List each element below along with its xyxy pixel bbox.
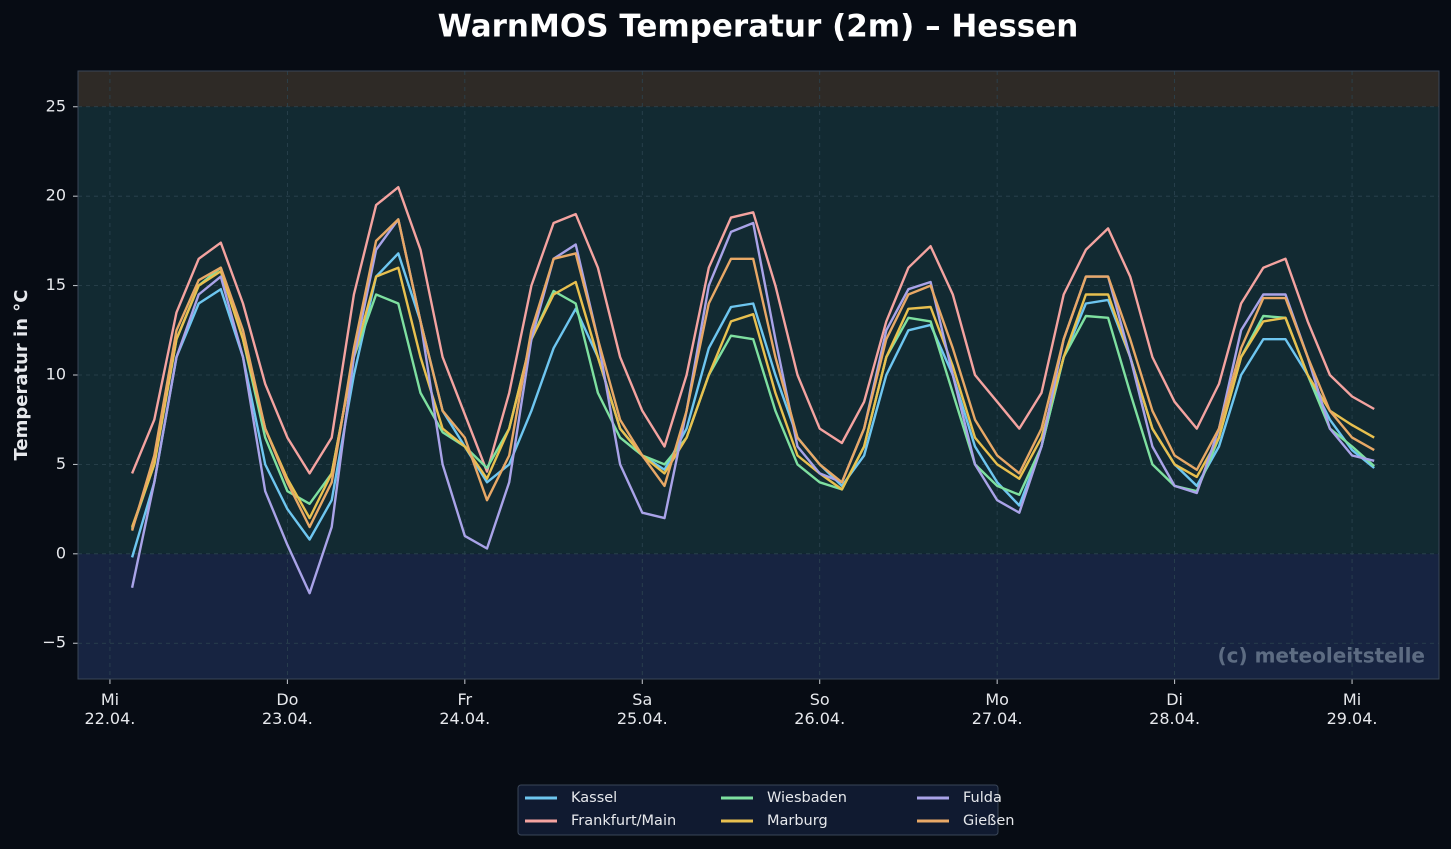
y-tick-label: 5: [56, 454, 66, 473]
legend-label: Marburg: [767, 813, 828, 829]
threshold-band: [78, 71, 1439, 107]
x-tick-label: Mo 27.04.: [972, 690, 1023, 728]
x-tick-label: So 26.04.: [794, 690, 845, 728]
x-tick-label: Di 28.04.: [1149, 690, 1200, 728]
y-tick-label: 0: [56, 543, 66, 562]
series-line: [130, 218, 1375, 595]
y-tick-label: 20: [46, 186, 66, 205]
legend: Kassel Frankfurt/Main Wiesbaden Marburg Fuld…: [517, 784, 1014, 836]
y-tick-label: 25: [46, 96, 66, 115]
x-tick-label: Do 23.04.: [262, 690, 313, 728]
x-tick-label: Mi 29.04.: [1327, 690, 1378, 728]
chart-title: WarnMOS Temperatur (2m) – Hessen: [438, 9, 1079, 45]
series-line: [130, 218, 1375, 531]
x-tick-label: Mi 22.04.: [84, 690, 135, 728]
y-tick-label: −5: [42, 633, 66, 652]
x-tick-label: Sa 25.04.: [617, 690, 668, 728]
legend-box: [517, 784, 999, 836]
legend-label: Kassel: [571, 790, 617, 806]
legend-label: Fulda: [963, 790, 1002, 806]
plot-frame: [77, 70, 1440, 680]
watermark: (c) meteoleitstelle: [1217, 644, 1425, 668]
y-tick-label: 10: [46, 365, 66, 384]
legend-label: Wiesbaden: [767, 790, 847, 806]
series-line: [130, 186, 1375, 475]
y-axis-label: Temperatur in °C: [11, 290, 32, 461]
y-tick-label: 15: [46, 275, 66, 294]
threshold-band: [78, 553, 1439, 679]
x-tick-label: Fr 24.04.: [439, 690, 490, 728]
legend-label: Frankfurt/Main: [571, 813, 676, 829]
legend-label: Gießen: [963, 813, 1014, 829]
